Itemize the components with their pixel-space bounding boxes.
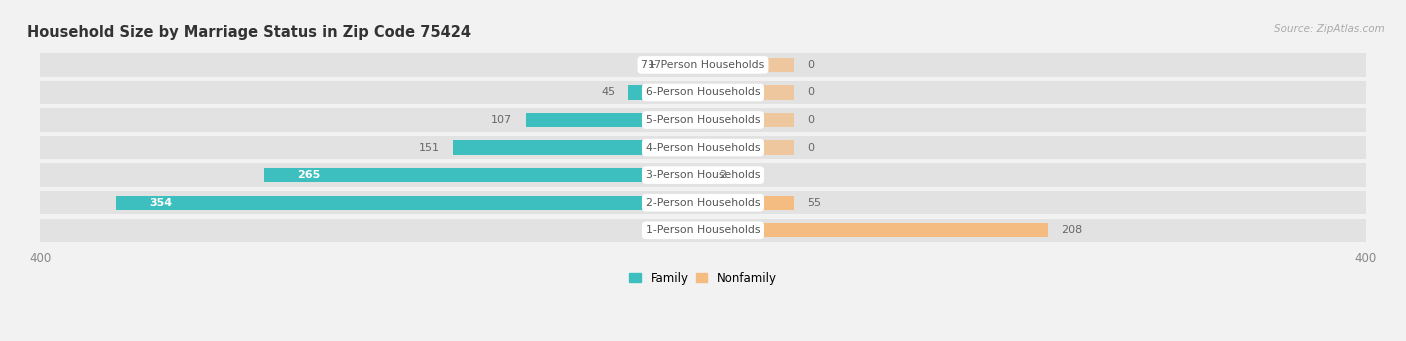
Bar [41,81,1365,104]
Text: 208: 208 [1062,225,1083,235]
Text: 0: 0 [807,143,814,153]
Text: 2-Person Households: 2-Person Households [645,198,761,208]
Text: 4-Person Households: 4-Person Households [645,143,761,153]
Text: 1-Person Households: 1-Person Households [645,225,761,235]
Legend: Family, Nonfamily: Family, Nonfamily [630,272,776,285]
Bar [703,58,794,72]
Bar [41,219,1365,242]
Bar [628,85,703,100]
Bar [453,140,703,155]
Bar [703,168,706,182]
Bar [703,223,1047,237]
Text: 45: 45 [600,87,616,98]
Bar [41,163,1365,187]
Bar [703,196,794,210]
Bar [41,191,1365,214]
Text: 5-Person Households: 5-Person Households [645,115,761,125]
Text: 3-Person Households: 3-Person Households [645,170,761,180]
Text: 0: 0 [807,87,814,98]
Text: 265: 265 [297,170,321,180]
Bar [675,58,703,72]
Bar [703,113,794,127]
Bar [41,53,1365,77]
Bar [41,136,1365,159]
Text: 55: 55 [807,198,821,208]
Text: Household Size by Marriage Status in Zip Code 75424: Household Size by Marriage Status in Zip… [27,25,471,40]
Text: 2: 2 [720,170,727,180]
Bar [703,85,794,100]
Text: 6-Person Households: 6-Person Households [645,87,761,98]
Text: Source: ZipAtlas.com: Source: ZipAtlas.com [1274,24,1385,34]
Bar [703,140,794,155]
Text: 151: 151 [419,143,440,153]
Text: 7+ Person Households: 7+ Person Households [641,60,765,70]
Bar [264,168,703,182]
Bar [117,196,703,210]
Text: 0: 0 [807,115,814,125]
Text: 0: 0 [807,60,814,70]
Text: 107: 107 [491,115,512,125]
Bar [526,113,703,127]
Bar [41,108,1365,132]
Text: 17: 17 [647,60,662,70]
Text: 354: 354 [149,198,173,208]
